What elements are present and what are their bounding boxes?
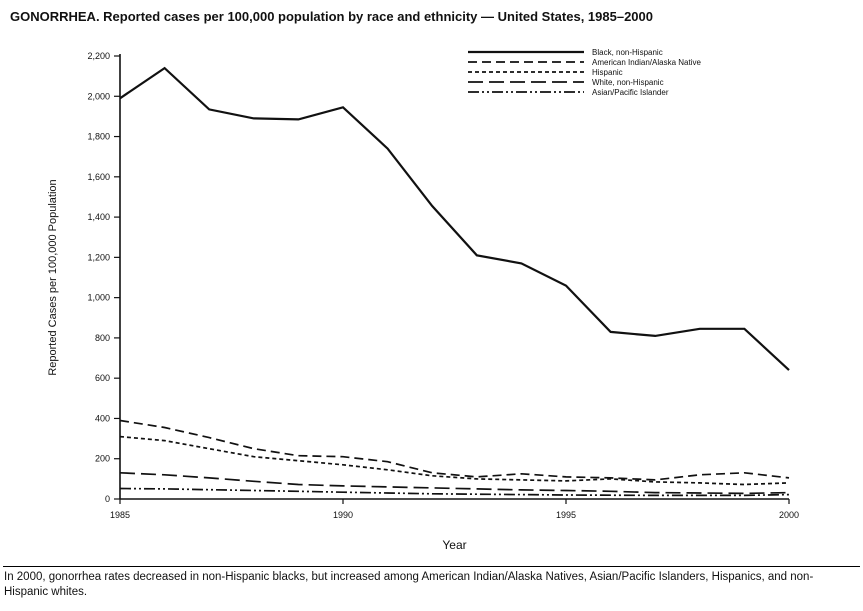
series-line-hispanic (119, 435, 790, 486)
legend-label-white-non-hispanic: White, non-Hispanic (592, 78, 664, 87)
y-tick-label: 2,000 (87, 91, 110, 101)
y-tick-label: 800 (95, 333, 110, 343)
y-axis-title: Reported Cases per 100,000 Population (47, 179, 59, 375)
legend-label-asian-pacific-islander: Asian/Pacific Islander (592, 88, 669, 97)
legend-label-american-indian-alaska-native: American Indian/Alaska Native (592, 58, 701, 67)
chart-container: 0 200 400 600 800 1,000 1,200 1,400 1,600 1,800 2,… (0, 26, 863, 566)
series-line-asian-pacific-islander (119, 487, 790, 497)
y-tick-label: 1,000 (87, 293, 110, 303)
y-tick-label: 200 (95, 454, 110, 464)
chart-title: GONORRHEA. Reported cases per 100,000 po… (10, 9, 653, 24)
series-line-black-non-hispanic (119, 66, 790, 371)
y-tick-label: 1,600 (87, 172, 110, 182)
y-tick-label: 2,200 (87, 51, 110, 61)
gonorrhea-line-chart: 0 200 400 600 800 1,000 1,200 1,400 1,600 1,800 2,… (47, 48, 799, 552)
footnote-text: In 2000, gonorrhea rates decreased in no… (4, 571, 814, 598)
series-line-american-indian-alaska-native (119, 419, 790, 481)
x-tick-label: 1995 (556, 510, 576, 520)
footnote-divider (3, 566, 860, 567)
y-tick-label: 0 (105, 494, 110, 504)
legend-label-hispanic: Hispanic (592, 68, 623, 77)
y-tick-label: 1,400 (87, 212, 110, 222)
x-tick-label: 2000 (779, 510, 799, 520)
series-line-white-non-hispanic (119, 471, 790, 495)
y-tick-label: 1,800 (87, 132, 110, 142)
x-axis-title: Year (442, 538, 466, 552)
x-tick-label: 1990 (333, 510, 353, 520)
y-tick-label: 1,200 (87, 252, 110, 262)
x-tick-label: 1985 (110, 510, 130, 520)
y-tick-label: 600 (95, 373, 110, 383)
y-tick-label: 400 (95, 413, 110, 423)
legend-label-black-non-hispanic: Black, non-Hispanic (592, 48, 663, 57)
